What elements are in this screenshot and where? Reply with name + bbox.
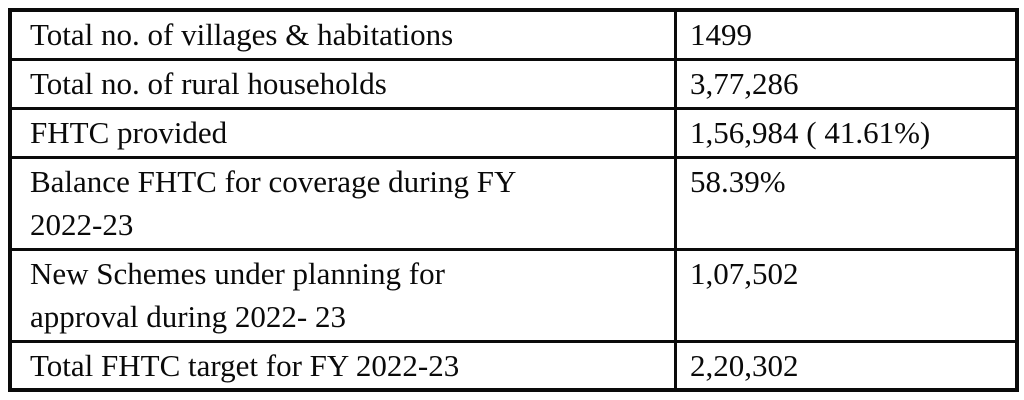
- fhtc-summary-table: Total no. of villages & habitations 1499…: [8, 8, 1019, 392]
- row-label-cell: Total no. of villages & habitations: [8, 8, 677, 61]
- table-row: FHTC provided 1,56,984 ( 41.61%): [8, 107, 1019, 160]
- row-label-cell: FHTC provided: [8, 107, 677, 160]
- row-label-cell: Balance FHTC for coverage during FY 2022…: [8, 156, 677, 252]
- row-value-cell: 2,20,302: [674, 339, 1019, 392]
- table-row: New Schemes under planning for approval …: [8, 248, 1019, 343]
- table-row: Total FHTC target for FY 2022-23 2,20,30…: [8, 339, 1019, 392]
- row-label-cell: Total FHTC target for FY 2022-23: [8, 339, 677, 392]
- table-row: Balance FHTC for coverage during FY 2022…: [8, 156, 1019, 252]
- table-row: Total no. of villages & habitations 1499: [8, 8, 1019, 61]
- row-value-cell: 1,07,502: [674, 248, 1019, 343]
- row-label-cell: Total no. of rural households: [8, 57, 677, 111]
- row-value-cell: 1,56,984 ( 41.61%): [674, 107, 1019, 160]
- row-value-cell: 3,77,286: [674, 57, 1019, 111]
- row-value-cell: 1499: [674, 8, 1019, 61]
- row-label-cell: New Schemes under planning for approval …: [8, 248, 677, 343]
- table-row: Total no. of rural households 3,77,286: [8, 57, 1019, 111]
- row-value-cell: 58.39%: [674, 156, 1019, 252]
